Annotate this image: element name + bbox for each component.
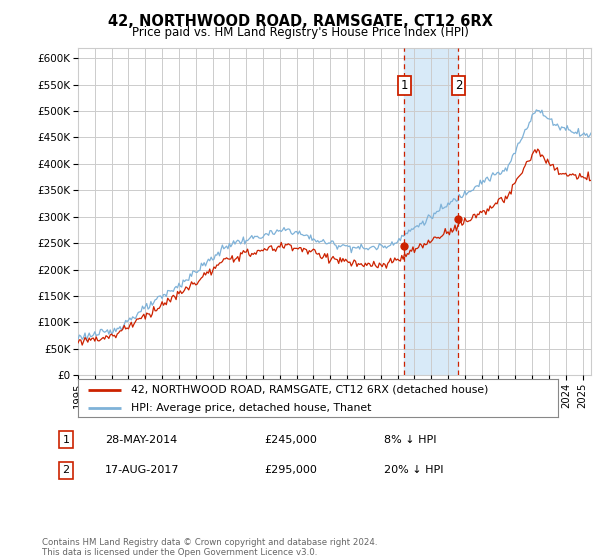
Text: 2: 2	[455, 79, 462, 92]
Text: Price paid vs. HM Land Registry's House Price Index (HPI): Price paid vs. HM Land Registry's House …	[131, 26, 469, 39]
Text: 20% ↓ HPI: 20% ↓ HPI	[384, 465, 443, 475]
42, NORTHWOOD ROAD, RAMSGATE, CT12 6RX (detached house)	[575, 175, 582, 181]
42, NORTHWOOD ROAD, RAMSGATE, CT12 6RX (detached house)	[587, 177, 595, 184]
Text: HPI: Average price, detached house, Thanet: HPI: Average price, detached house, Than…	[131, 403, 371, 413]
Text: 42, NORTHWOOD ROAD, RAMSGATE, CT12 6RX: 42, NORTHWOOD ROAD, RAMSGATE, CT12 6RX	[107, 14, 493, 29]
HPI: Average price, detached house, Thanet: (2.02e+03, 4.67e+05): Average price, detached house, Thanet: (…	[575, 125, 582, 132]
HPI: Average price, detached house, Thanet: (2e+03, 6.82e+04): Average price, detached house, Thanet: (…	[74, 336, 82, 343]
Text: 42, NORTHWOOD ROAD, RAMSGATE, CT12 6RX (detached house): 42, NORTHWOOD ROAD, RAMSGATE, CT12 6RX (…	[131, 385, 488, 395]
HPI: Average price, detached house, Thanet: (2.02e+03, 5.02e+05): Average price, detached house, Thanet: (…	[533, 106, 540, 113]
42, NORTHWOOD ROAD, RAMSGATE, CT12 6RX (detached house)	[426, 240, 433, 246]
42, NORTHWOOD ROAD, RAMSGATE, CT12 6RX (detached house)	[457, 217, 464, 224]
HPI: Average price, detached house, Thanet: (2e+03, 8.13e+04): Average price, detached house, Thanet: (…	[101, 329, 108, 335]
Text: Contains HM Land Registry data © Crown copyright and database right 2024.
This d: Contains HM Land Registry data © Crown c…	[42, 538, 377, 557]
42, NORTHWOOD ROAD, RAMSGATE, CT12 6RX (detached house)	[92, 334, 100, 340]
Text: £295,000: £295,000	[264, 465, 317, 475]
42, NORTHWOOD ROAD, RAMSGATE, CT12 6RX (detached house)	[79, 342, 86, 348]
HPI: Average price, detached house, Thanet: (2e+03, 6.6e+04): Average price, detached house, Thanet: (…	[83, 337, 90, 344]
Text: 17-AUG-2017: 17-AUG-2017	[105, 465, 179, 475]
Text: 1: 1	[401, 79, 408, 92]
42, NORTHWOOD ROAD, RAMSGATE, CT12 6RX (detached house)	[324, 250, 331, 257]
HPI: Average price, detached house, Thanet: (2e+03, 7.52e+04): Average price, detached house, Thanet: (…	[92, 332, 100, 339]
Text: £245,000: £245,000	[264, 435, 317, 445]
Text: 28-MAY-2014: 28-MAY-2014	[105, 435, 177, 445]
42, NORTHWOOD ROAD, RAMSGATE, CT12 6RX (detached house)	[101, 336, 108, 343]
HPI: Average price, detached house, Thanet: (2.03e+03, 4.58e+05): Average price, detached house, Thanet: (…	[587, 130, 595, 137]
Text: 8% ↓ HPI: 8% ↓ HPI	[384, 435, 437, 445]
Bar	[404, 48, 458, 375]
HPI: Average price, detached house, Thanet: (2.01e+03, 2.49e+05): Average price, detached house, Thanet: (…	[324, 240, 331, 247]
42, NORTHWOOD ROAD, RAMSGATE, CT12 6RX (detached house)	[74, 339, 82, 346]
42, NORTHWOOD ROAD, RAMSGATE, CT12 6RX (detached house)	[534, 146, 541, 152]
Text: 2: 2	[62, 465, 70, 475]
HPI: Average price, detached house, Thanet: (2.02e+03, 3.37e+05): Average price, detached house, Thanet: (…	[457, 194, 464, 200]
HPI: Average price, detached house, Thanet: (2.02e+03, 3.02e+05): Average price, detached house, Thanet: (…	[426, 212, 433, 219]
Text: 1: 1	[62, 435, 70, 445]
Line: 42, NORTHWOOD ROAD, RAMSGATE, CT12 6RX (detached house): 42, NORTHWOOD ROAD, RAMSGATE, CT12 6RX (…	[78, 149, 591, 345]
Line: HPI: Average price, detached house, Thanet: HPI: Average price, detached house, Than…	[78, 110, 591, 340]
